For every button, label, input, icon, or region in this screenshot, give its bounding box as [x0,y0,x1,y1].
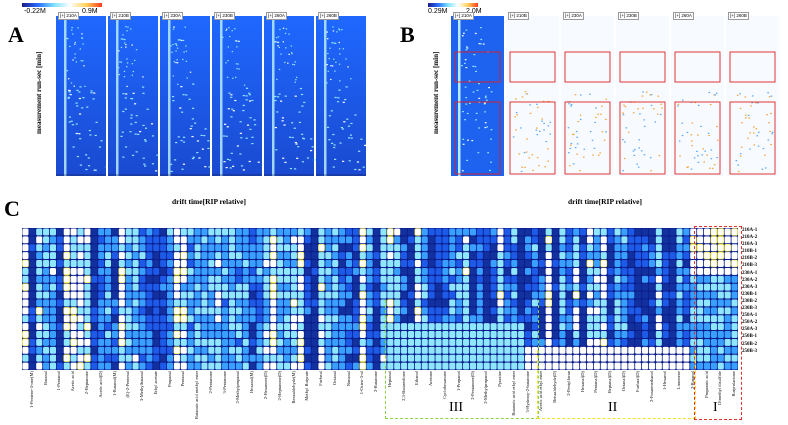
compound-label: Hexanal(M) [249,371,255,393]
compound-label: Butanal [42,371,48,385]
compound-label: 3-Methylbutanal [139,371,145,401]
panel-a-letter: A [8,22,24,47]
compound-label: 2-Heptanone [83,371,89,395]
row-label: 210B-1 [742,249,757,255]
panel-c-svg [22,228,738,370]
panel-a-heatmap [108,16,159,176]
panel-b-tab[interactable]: [+] 260A [673,12,694,20]
panel-b-svg [451,16,779,176]
compound-label: 2-Pentanone [207,371,213,394]
row-label: 210A-3 [742,242,758,248]
panel-b-ylabel-text: measurement run-sec [min] [432,51,440,134]
row-label: 210B-2 [742,256,757,262]
panel-a-heatmap [56,16,108,176]
row-label: 250B-2 [742,341,757,347]
panel-b-heatmap [671,16,724,176]
compound-label: 1-Pentanol [56,371,62,391]
panel-a-tab[interactable]: [+] 260B [318,12,339,20]
panel-b-heatmap [726,16,779,176]
group-I-box [694,226,742,420]
panel-a-colorbar [22,3,102,7]
compound-label: 1-Pentene-3-one(M) [28,371,34,408]
compound-label: Pentanal [180,371,186,387]
row-label: 250A-3 [742,327,758,333]
row-label: 250A-1 [742,313,758,319]
panel-a-heatmap [316,16,367,176]
compound-label: 2-Heptanone(D) [276,371,282,401]
panel-a-xlabel: drift time[RIP relative] [172,197,247,206]
panel-b-heatmaps [451,16,781,176]
compound-label: 2-Butanone [373,371,379,392]
panel-c-letter: C [4,196,20,221]
panel-b-tabs: [+] 210A [+] 210B [+] 230A [+] 230B [+] … [451,12,781,20]
row-label: 230B-1 [742,291,757,297]
compound-label: 2-Hexanone(D) [262,371,268,400]
row-label: 230A-1 [742,270,758,276]
row-label: 230B-2 [742,298,757,304]
group-I-label: I [713,400,718,415]
row-label: 210A-1 [742,228,758,233]
row-label: 210A-2 [742,235,758,241]
compound-label: 3-Pentanone [221,371,227,394]
compound-label: Nonanal [345,371,351,387]
panel-a-tab[interactable]: [+] 230B [214,12,235,20]
panel-a-heatmap [212,16,262,176]
row-label: 250A-2 [742,320,758,326]
panel-a-scale-max: 0.9M [82,8,98,15]
panel-a-tab[interactable]: [+] 210B [110,12,131,20]
panel-b-heatmap [616,16,669,176]
compound-label: Benzaldehyde(M) [290,371,296,404]
panel-b-letter: B [400,22,415,47]
compound-label: 2-Methylpropanal [235,371,241,404]
row-label: 230A-3 [742,284,758,290]
panel-b-scale-min: 0.29M [428,8,448,15]
panel-a-svg [56,16,367,176]
panel-b-colorbar [428,3,478,7]
panel-a-tab[interactable]: [+] 230A [162,12,183,20]
panel-c-row-labels: 210A-1 210A-2 210A-3 210B-1 210B-2 210B-3 230A… [742,227,786,355]
row-label: 230B-3 [742,306,757,312]
panel-a-heatmap [264,16,316,176]
compound-label: Butanoic acid methyl ester [194,371,200,420]
compound-label: Furfural [318,371,324,386]
panel-b-heatmap [561,16,614,176]
row-label: 230A-2 [742,277,758,283]
panel-a-tab[interactable]: [+] 210A [58,12,79,20]
compound-label: Acetic acid [70,371,76,392]
compound-label: 1-Butanol(M) [111,371,117,396]
panel-b-tab[interactable]: [+] 230A [563,12,584,20]
panel-c-fingerprint [22,228,738,370]
panel-b-tab[interactable]: [+] 210B [508,12,529,20]
compound-label: 1-Octen-3-ol [359,371,365,395]
panel-a-heatmap [160,16,211,176]
panel-b-xlabel: drift time[RIP relative] [568,197,643,206]
compound-label: Propanal [166,371,172,387]
panel-b-heatmap [451,16,504,176]
group-III-label: III [449,400,463,415]
compound-label: Ethyl acetate [152,371,158,395]
panel-a-tabs: [+] 210A [+] 210B [+] 230A [+] 230B [+] … [56,12,368,20]
panel-b-scale-max: 2.0M [466,8,482,15]
compound-label: Acetic acid(D) [97,371,103,398]
panel-a-scale-min: -0.22M [24,8,46,15]
compound-label: Methyl Butyrate [304,371,310,401]
group-III-box [385,300,539,419]
panel-b-tab[interactable]: [+] 230B [618,12,639,20]
panel-a-tab[interactable]: [+] 260A [266,12,287,20]
row-label: 250B-1 [742,334,757,340]
row-label: 250B-3 [742,348,757,354]
panel-b-tab[interactable]: [+] 210A [453,12,474,20]
panel-a-heatmaps [56,16,368,176]
compound-label: Octanal [331,371,337,385]
panel-a-ylabel-text: measurement run-sec [min] [35,51,43,134]
group-II-box [537,350,696,419]
panel-b-heatmap [506,16,559,176]
panel-b-tab[interactable]: [+] 260B [728,12,749,20]
compound-label: (E)-2-Pentenal [125,371,131,398]
row-label: 210B-3 [742,263,757,269]
group-II-label: II [608,400,618,415]
